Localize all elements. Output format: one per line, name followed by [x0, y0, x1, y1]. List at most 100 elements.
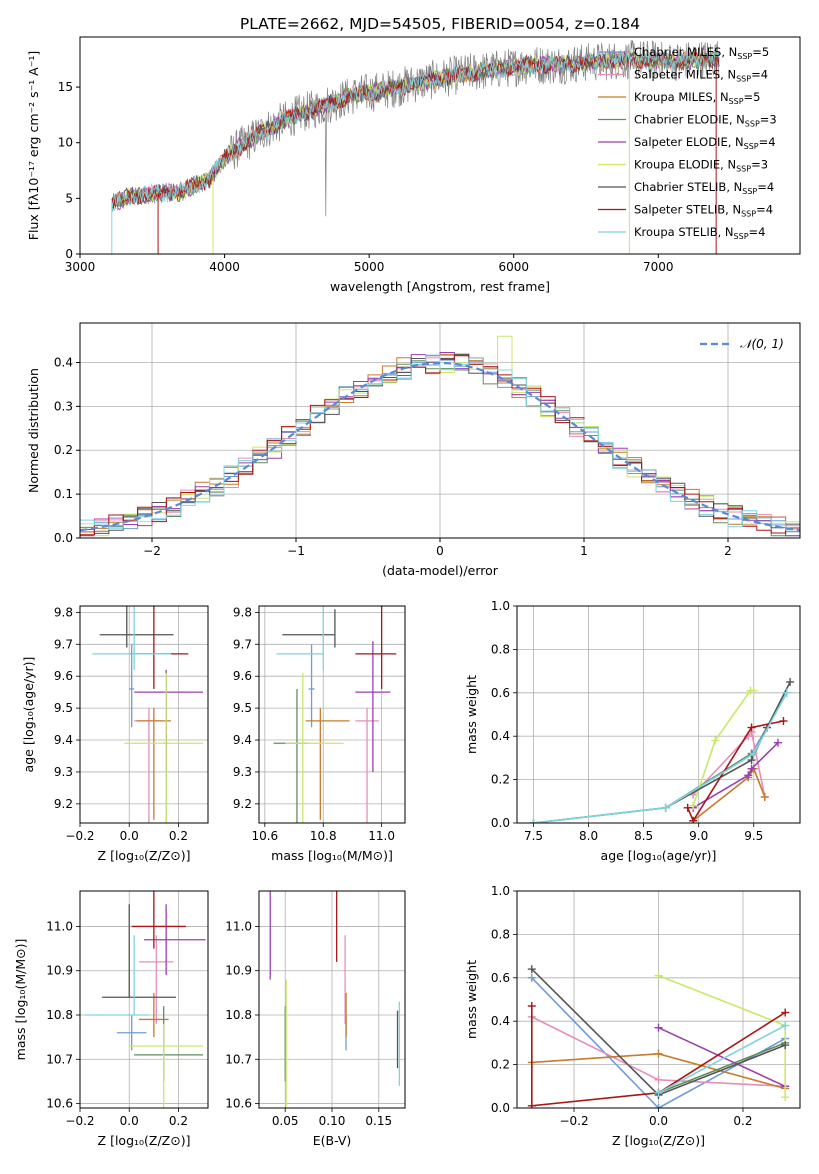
weight-line-chabrier_stelib	[665, 681, 791, 809]
x-tick-label: 8.0	[579, 829, 598, 843]
weight-line-chabrier_elodie	[533, 752, 752, 823]
weight-point-chabrier_miles	[527, 973, 536, 982]
axes-frame	[79, 605, 209, 824]
y-axis-label: Normed distribution	[26, 368, 41, 493]
legend-label: Salpeter STELIB, NSSP=4	[634, 203, 773, 219]
y-tick-label: 9.2	[233, 797, 252, 811]
y-tick-label: 9.8	[233, 605, 252, 619]
gaussian-curve	[80, 361, 800, 532]
y-tick-label: 0.0	[491, 816, 510, 830]
errorbars	[269, 891, 401, 1108]
weight-point-kroupa_elodie	[781, 1093, 790, 1102]
weight-point-salpeter_stelib	[683, 803, 692, 812]
weight-point-chabrier_stelib	[786, 677, 795, 686]
x-tick-label: −2	[143, 544, 161, 558]
y-tick-label: 10.9	[46, 964, 73, 978]
x-tick-label: 9.5	[744, 829, 763, 843]
axes-frame	[79, 890, 209, 1109]
weight-point-kroupa_elodie	[749, 686, 758, 695]
y-tick-label: 9.5	[233, 701, 252, 715]
y-tick-label: 10.7	[46, 1052, 73, 1066]
x-tick-label: 3000	[65, 260, 96, 274]
y-tick-label: 1.0	[491, 884, 510, 898]
weight-line-salpeter_elodie	[658, 1026, 786, 1088]
y-tick-label: 0.2	[491, 773, 510, 787]
y-tick-label: 0.4	[491, 1014, 510, 1028]
model-spectrum-kroupa_stelib	[111, 50, 720, 209]
mass_vs_ebv-panel: 0.05 0.10 0.15 10.6 10.7 10.8 10.9 11.0 E(B-V)	[225, 890, 406, 1148]
weight-point-chabrier_stelib	[747, 756, 756, 765]
weight-point-kroupa_elodie	[689, 801, 698, 810]
weight-point-salpeter_stelib	[689, 816, 698, 823]
weight-line-kroupa_stelib	[533, 692, 788, 823]
legend-label: Salpeter ELODIE, NSSP=4	[634, 135, 776, 151]
x-tick-label: −0.2	[65, 829, 94, 843]
y-tick-label: 0.4	[491, 729, 510, 743]
axes-frame	[516, 605, 801, 824]
weight-point-salpeter_elodie	[773, 738, 782, 747]
histograms	[80, 335, 800, 538]
weight-point-salpeter_elodie	[654, 1023, 663, 1032]
weight-line-chabrier_elodie	[658, 1042, 786, 1094]
y-tick-label: 0.2	[54, 443, 73, 457]
y-tick-label: 10.9	[225, 964, 252, 978]
weight-line-kroupa_miles	[692, 767, 766, 822]
x-axis-label: Z [log₁₀(Z/Z⊙)]	[98, 1133, 191, 1148]
y-tick-label: 5	[65, 191, 73, 205]
axes-frame	[258, 890, 406, 1109]
x-tick-label: −0.2	[559, 1114, 588, 1128]
y-tick-label: 15	[58, 80, 73, 94]
y-tick-label: 0.3	[54, 399, 73, 413]
weight-line-salpeter_miles	[692, 730, 766, 798]
weight-point-salpeter_miles	[654, 1075, 663, 1084]
weight-point-salpeter_stelib	[747, 723, 756, 732]
x-tick-label: 7000	[643, 260, 674, 274]
x-tick-label: 8.5	[634, 829, 653, 843]
legend-label: Kroupa STELIB, NSSP=4	[634, 225, 765, 241]
weight-point-salpeter_elodie	[747, 764, 756, 773]
y-tick-label: 11.0	[225, 919, 252, 933]
y-tick-label: 0.8	[491, 642, 510, 656]
spectrum-lines	[111, 39, 720, 254]
errorbars	[92, 606, 204, 823]
weight-line-salpeter_elodie	[692, 742, 779, 809]
axes-frame	[258, 605, 406, 824]
y-tick-label: 9.6	[233, 669, 252, 683]
y-axis-label: Flux [fλ10⁻¹⁷ erg cm⁻² s⁻¹ A⁻¹]	[26, 51, 41, 240]
x-tick-label: −1	[287, 544, 305, 558]
figure-title: PLATE=2662, MJD=54505, FIBERID=0054, z=0…	[240, 15, 640, 33]
weight-point-chabrier_stelib	[781, 1041, 790, 1050]
weight-lines	[529, 677, 795, 823]
y-tick-label: 9.6	[54, 669, 73, 683]
legend-label: Kroupa MILES, NSSP=5	[634, 90, 760, 106]
age_vs_Z-panel: −0.2 0.0 0.2 9.2 9.3 9.4 9.5 9.6 9.7 9.8 Z [log₁₀(…	[21, 605, 209, 863]
y-tick-label: 9.3	[233, 765, 252, 779]
legend-label: Chabrier ELODIE, NSSP=3	[634, 113, 777, 129]
x-tick-label: 0.10	[319, 1114, 346, 1128]
x-tick-label: 0	[436, 544, 444, 558]
weight-point-chabrier_stelib	[527, 965, 536, 974]
weight-point-kroupa_stelib	[782, 688, 791, 697]
weight-point-salpeter_elodie	[744, 771, 753, 780]
axes-frame	[516, 890, 801, 1109]
y-axis-label: age [log₁₀(age/yr)]	[21, 657, 36, 773]
x-tick-label: 0.15	[365, 1114, 392, 1128]
y-tick-label: 9.4	[54, 733, 73, 747]
observed-spectrum	[111, 39, 720, 217]
y-tick-label: 9.4	[233, 733, 252, 747]
x-tick-label: 9.0	[689, 829, 708, 843]
legend-label: Salpeter MILES, NSSP=4	[634, 68, 768, 84]
weight-lines	[527, 965, 790, 1108]
y-tick-label: 1.0	[491, 599, 510, 613]
weight-point-salpeter_stelib	[527, 1002, 536, 1011]
x-tick-label: 0.2	[169, 1114, 188, 1128]
x-tick-label: 0.0	[649, 1114, 668, 1128]
weight-line-chabrier_miles	[533, 692, 788, 823]
weight-point-kroupa_miles	[654, 1049, 663, 1058]
y-tick-label: 9.2	[54, 797, 73, 811]
weight-line-salpeter_stelib	[531, 1006, 786, 1107]
weight_vs_age-panel: 7.5 8.0 8.5 9.0 9.5 0.0 0.2 0.4 0.6 0.8 1.0 age [lo…	[464, 599, 801, 863]
weight-point-kroupa_stelib	[749, 749, 758, 758]
